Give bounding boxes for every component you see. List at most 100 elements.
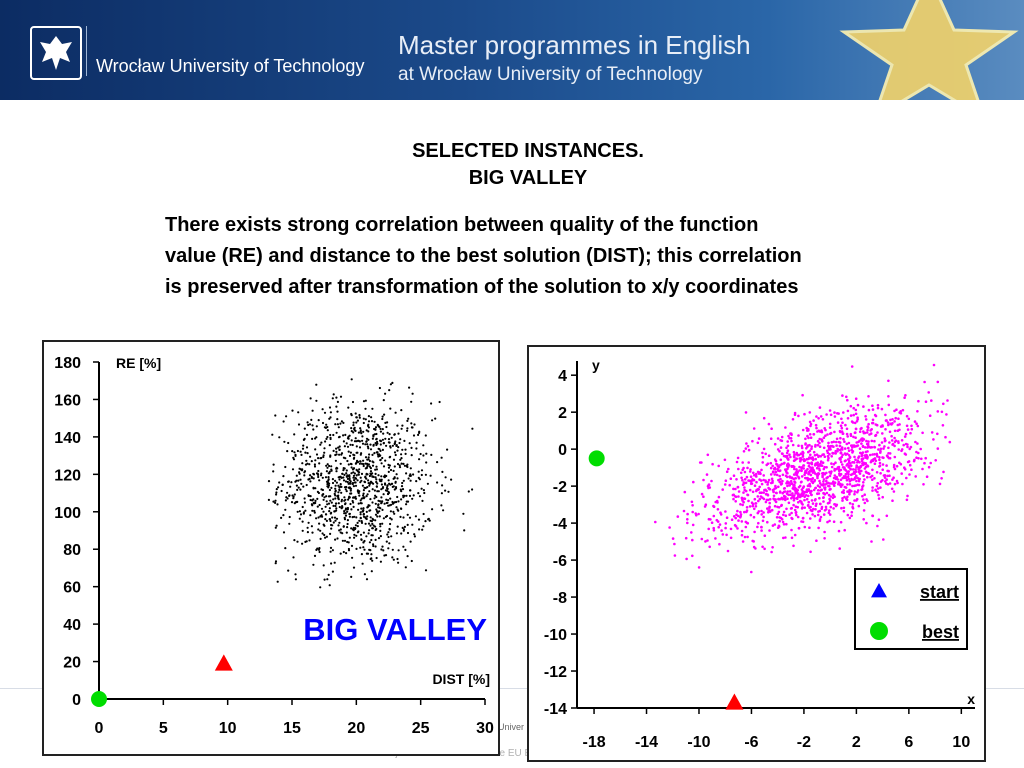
data-point [775,516,779,519]
data-point [927,465,931,469]
data-point [302,444,305,447]
data-point [356,489,359,492]
logo-separator [86,26,87,76]
data-point [832,440,836,444]
data-point [798,469,801,472]
data-point [881,495,884,499]
data-point [833,495,836,498]
data-point [807,450,810,454]
data-point [406,555,409,558]
data-point [816,463,820,467]
data-point [418,528,421,531]
data-point [746,522,750,525]
data-point [362,546,365,549]
slide-title-line1: SELECTED INSTANCES. [412,140,644,162]
data-point [749,513,753,517]
data-point [777,478,780,482]
data-point [860,457,864,461]
data-point [761,461,764,464]
data-point [400,507,403,510]
data-point [274,499,277,502]
data-point [382,465,386,468]
data-point [828,426,832,429]
data-point [368,484,371,487]
data-point [867,440,870,443]
data-point [352,566,356,569]
data-point [748,470,752,473]
data-point [360,502,363,505]
data-point [846,483,849,486]
data-point [355,547,358,550]
data-point [321,532,324,535]
data-point [720,529,723,532]
data-point [796,471,799,474]
data-point [885,478,888,481]
data-point [922,483,925,486]
data-point [850,514,853,517]
data-point [785,464,789,467]
data-point [846,409,850,413]
x-tick-label: 6 [904,734,913,751]
data-point [863,467,867,470]
data-point [298,472,301,475]
data-point [797,444,800,447]
data-point [840,426,844,430]
data-point [838,457,841,460]
data-point [353,536,356,539]
data-point [398,441,401,445]
data-point [325,470,328,473]
data-point [368,453,371,456]
data-point [362,494,365,497]
data-point [274,414,277,417]
data-point [328,510,331,513]
x-tick-label: 10 [952,734,970,751]
data-point [797,501,800,504]
data-point [405,494,408,497]
data-point [351,528,354,531]
data-point [331,478,334,481]
data-point [347,549,351,552]
data-point [301,447,305,450]
data-point [379,535,382,538]
data-point [325,535,328,538]
data-point [825,491,829,495]
data-point [853,490,857,493]
data-point [861,484,865,487]
data-point [342,550,345,554]
data-point [444,476,447,479]
data-point [785,471,788,474]
data-point [773,523,777,526]
data-point [371,464,375,467]
data-point [412,473,415,476]
data-point [928,414,932,417]
data-point [434,417,437,420]
data-point [395,473,398,476]
data-point [367,430,370,433]
data-point [369,448,373,451]
data-point [772,494,776,498]
data-point [351,400,355,404]
data-point [823,465,826,469]
data-point [381,415,384,418]
data-point [706,539,709,542]
data-point [839,478,843,482]
data-point [305,433,309,436]
data-point [684,536,688,540]
data-point [326,578,329,581]
data-point [833,484,836,487]
data-point [879,447,883,451]
data-point [885,514,889,518]
data-point [827,511,831,515]
data-point [858,461,861,464]
data-point [353,533,356,536]
x-axis-label: DIST [%] [432,671,490,687]
data-point [879,486,882,489]
data-point [327,502,331,505]
data-point [866,475,869,479]
data-point [811,477,815,480]
data-point [800,488,804,491]
data-point [807,489,811,493]
data-point [365,440,368,443]
data-point [409,474,412,477]
data-point [392,558,395,561]
